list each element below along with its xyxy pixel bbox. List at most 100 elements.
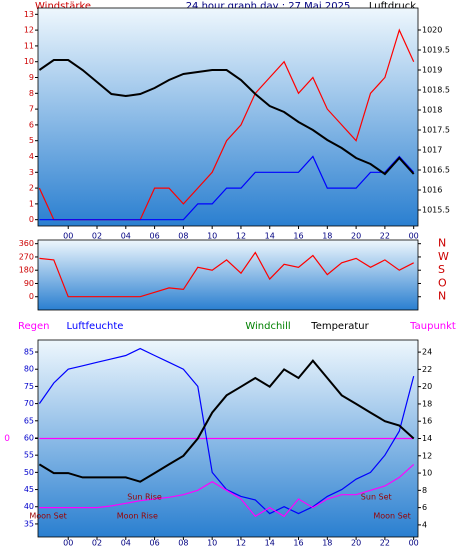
- x-tick-label: 08: [178, 539, 188, 548]
- x-tick-label: 10: [207, 232, 217, 241]
- tick-label: 270: [19, 252, 34, 261]
- x-tick-label: 16: [293, 539, 303, 548]
- x-tick-label: 18: [322, 539, 332, 548]
- annotation: Moon Set: [29, 512, 66, 521]
- tick-label: 75: [24, 382, 34, 391]
- y-axis-label: Windstärke: [35, 1, 91, 12]
- tick-label: 13: [24, 10, 34, 19]
- tick-label: O: [438, 276, 447, 289]
- tick-label: 1018.5: [422, 86, 450, 95]
- tick-label: 0: [4, 434, 10, 444]
- tick-label: 1: [29, 199, 34, 208]
- tick-label: 1019.5: [422, 46, 450, 55]
- series-line: [38, 347, 415, 515]
- x-tick-label: 10: [207, 539, 217, 548]
- annotation: Sun Rise: [127, 493, 162, 502]
- tick-label: 1020: [422, 26, 442, 35]
- tick-label: 5: [29, 136, 34, 145]
- x-tick-label: 20: [351, 539, 361, 548]
- tick-label: 14: [422, 434, 432, 443]
- tick-label: 7: [29, 105, 34, 114]
- tick-label: 1019: [422, 66, 442, 75]
- series-line: [39, 463, 415, 518]
- series-line: [39, 251, 414, 298]
- tick-label: 0: [29, 292, 34, 301]
- x-tick-label: 08: [178, 232, 188, 241]
- legend-entry: Windchill: [245, 321, 290, 332]
- legend-entry: Luftfeuchte: [67, 321, 124, 332]
- tick-label: 9: [29, 73, 34, 82]
- x-tick-label: 04: [121, 539, 131, 548]
- plot-area: [37, 239, 419, 311]
- tick-label: 40: [24, 502, 34, 511]
- x-tick-label: 20: [351, 232, 361, 241]
- x-tick-label: 00: [409, 232, 419, 241]
- tick-label: 360: [19, 239, 34, 248]
- tick-label: 20: [422, 382, 432, 391]
- x-tick-label: 02: [92, 232, 102, 241]
- x-tick-label: 00: [63, 232, 73, 241]
- tick-label: 60: [24, 433, 34, 442]
- x-tick-label: 04: [121, 232, 131, 241]
- x-tick-label: 12: [236, 539, 246, 548]
- x-tick-label: 22: [380, 539, 390, 548]
- x-tick-label: 14: [265, 539, 275, 548]
- tick-label: 12: [24, 26, 34, 35]
- legend-entry: Temperatur: [310, 321, 369, 332]
- tick-label: 8: [29, 89, 34, 98]
- annotation: Sun Set: [361, 493, 392, 502]
- tick-label: 1017.5: [422, 126, 450, 135]
- annotation: Moon Set: [373, 512, 410, 521]
- tick-label: 70: [24, 399, 34, 408]
- tick-label: 3: [29, 168, 34, 177]
- tick-label: 50: [24, 468, 34, 477]
- tick-label: 12: [422, 451, 432, 460]
- x-tick-label: 06: [149, 232, 159, 241]
- tick-label: 4: [422, 520, 427, 529]
- tick-label: 18: [422, 399, 432, 408]
- x-tick-label: 14: [265, 232, 275, 241]
- tick-label: 24: [422, 348, 432, 357]
- tick-label: N: [438, 237, 446, 250]
- chart-title: 24 hour graph day : 27 Mai 2025: [186, 1, 351, 12]
- tick-label: 1016: [422, 186, 442, 195]
- tick-label: 65: [24, 416, 34, 425]
- tick-label: 0: [29, 215, 34, 224]
- x-tick-label: 16: [293, 232, 303, 241]
- tick-label: 45: [24, 485, 34, 494]
- tick-label: 1017: [422, 146, 442, 155]
- tick-label: 11: [24, 41, 34, 50]
- series-line: [38, 359, 415, 483]
- tick-label: S: [438, 263, 445, 276]
- x-tick-label: 22: [380, 232, 390, 241]
- series-line: [38, 59, 415, 176]
- tick-label: 90: [24, 279, 34, 288]
- tick-label: 1018: [422, 106, 442, 115]
- x-tick-label: 12: [236, 232, 246, 241]
- annotation: Moon Rise: [117, 512, 158, 521]
- x-tick-label: 18: [322, 232, 332, 241]
- tick-label: 2: [29, 184, 34, 193]
- tick-label: W: [438, 250, 449, 263]
- tick-label: 4: [29, 152, 34, 161]
- x-tick-label: 00: [63, 539, 73, 548]
- x-tick-label: 06: [149, 539, 159, 548]
- y2-axis-label: Luftdruck: [369, 1, 416, 12]
- x-tick-label: 00: [409, 539, 419, 548]
- legend-entry: Taupunkt: [409, 321, 456, 332]
- legend-entry: Regen: [18, 321, 50, 332]
- tick-label: 16: [422, 417, 432, 426]
- tick-label: 180: [19, 266, 34, 275]
- tick-label: 1015.5: [422, 206, 450, 215]
- tick-label: 35: [24, 519, 34, 528]
- tick-label: 6: [422, 503, 427, 512]
- tick-label: 85: [24, 348, 34, 357]
- plot-area: [37, 7, 419, 227]
- tick-label: 8: [422, 486, 427, 495]
- tick-label: 6: [29, 120, 34, 129]
- tick-label: 80: [24, 365, 34, 374]
- tick-label: 10: [24, 57, 34, 66]
- tick-label: 10: [422, 469, 432, 478]
- x-tick-label: 02: [92, 539, 102, 548]
